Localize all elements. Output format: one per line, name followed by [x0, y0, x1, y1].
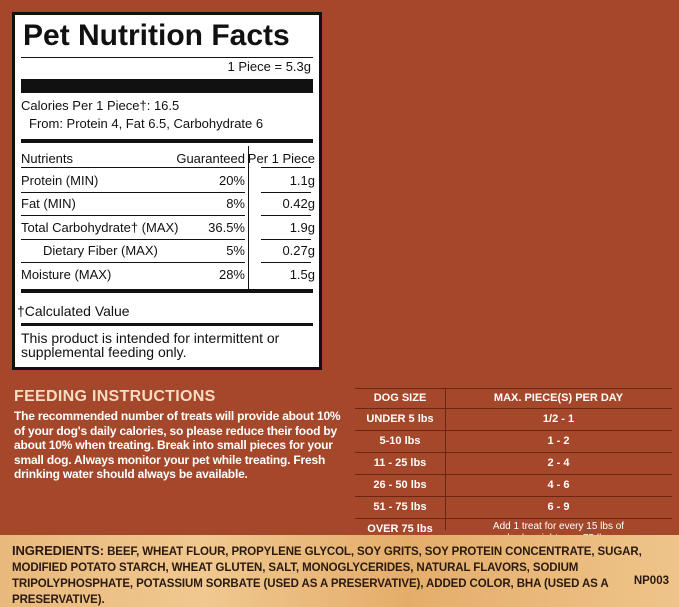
- calories-from: From: Protein 4, Fat 6.5, Carbohydrate 6: [29, 116, 264, 131]
- dog-size: OVER 75 lbs: [367, 523, 433, 535]
- pieces: 2 - 4: [547, 457, 570, 469]
- rule: [261, 215, 311, 217]
- per-piece: 1.5g: [289, 266, 315, 282]
- pieces: 4 - 6: [547, 479, 570, 491]
- thick-rule: [21, 289, 313, 293]
- nutrient-name: Total Carbohydrate† (MAX): [21, 219, 179, 235]
- pieces: 1/2 - 1: [542, 413, 575, 425]
- table-line: [355, 388, 672, 389]
- guaranteed: 28%: [218, 266, 245, 282]
- pieces: 1 - 2: [547, 435, 570, 447]
- per-piece: 0.27g: [282, 243, 315, 259]
- thick-rule: [21, 139, 313, 143]
- dog-size: 5-10 lbs: [379, 435, 421, 447]
- header-guaranteed: Guaranteed: [176, 151, 245, 166]
- table-line: [445, 388, 446, 530]
- dog-size: UNDER 5 lbs: [366, 413, 434, 425]
- pieces: 6 - 9: [547, 501, 570, 513]
- rule: [21, 167, 245, 168]
- ingredients-text: BEEF, WHEAT FLOUR, PROPYLENE GLYCOL, SOY…: [12, 546, 642, 606]
- guaranteed: 5%: [226, 243, 245, 259]
- nutrition-facts-box: Pet Nutrition Facts 1 Piece = 5.3g Calor…: [12, 12, 322, 370]
- nutrient-name: Dietary Fiber (MAX): [43, 243, 158, 259]
- table-line: [355, 452, 672, 453]
- table-line: [355, 518, 672, 519]
- code: NP003: [633, 575, 669, 587]
- nutrient-name: Fat (MIN): [21, 196, 76, 212]
- table-line: [355, 496, 672, 497]
- feeding-table: DOG SIZE MAX. PIECE(S) PER DAY UNDER 5 lbs…: [355, 388, 672, 544]
- rule: [21, 192, 245, 193]
- title: Pet Nutrition Facts: [23, 19, 290, 52]
- header-nutrients: Nutrients: [21, 151, 74, 166]
- table-line: [355, 474, 672, 475]
- dog-size: 51 - 75 lbs: [373, 501, 427, 513]
- rule: [261, 192, 311, 193]
- rule: [21, 57, 313, 58]
- dog-size: 26 - 50 lbs: [373, 479, 427, 491]
- rule: [21, 238, 245, 240]
- guaranteed: 36.5%: [208, 219, 245, 235]
- rule: [21, 262, 245, 264]
- rule: [21, 215, 245, 217]
- dog-size: 11 - 25 lbs: [373, 457, 427, 469]
- feeding-text: The recommended number of treats will pr…: [14, 409, 341, 481]
- nutrient-name: Protein (MIN): [21, 173, 99, 188]
- calories: Calories Per 1 Piece†: 16.5: [21, 98, 180, 113]
- table-line: [355, 430, 672, 431]
- per-piece: 1.9g: [289, 219, 315, 235]
- thick-rule: [21, 79, 313, 93]
- header-per-piece: Per 1 Piece: [247, 151, 315, 166]
- table-line: [355, 408, 672, 409]
- ingredients-label: INGREDIENTS:: [12, 543, 104, 558]
- per-piece: 1.1g: [289, 173, 315, 188]
- feeding-heading: FEEDING INSTRUCTIONS: [14, 388, 216, 405]
- table-header: DOG SIZE: [373, 392, 427, 404]
- serving: 1 Piece = 5.3g: [227, 59, 311, 74]
- ingredients-strip: INGREDIENTS: BEEF, WHEAT FLOUR, PROPYLEN…: [0, 535, 679, 607]
- guaranteed: 8%: [226, 196, 245, 212]
- thick-rule: [21, 323, 313, 326]
- per-piece: 0.42g: [282, 196, 315, 212]
- rule: [261, 238, 311, 240]
- rule: [261, 262, 311, 264]
- column-divider: [248, 146, 249, 291]
- ingredients: INGREDIENTS: BEEF, WHEAT FLOUR, PROPYLEN…: [12, 543, 668, 607]
- guaranteed: 20%: [218, 173, 245, 188]
- note: This product is intended for intermitten…: [21, 330, 280, 360]
- rule: [261, 167, 311, 168]
- table-header: MAX. PIECE(S) PER DAY: [493, 392, 624, 404]
- footnote: †Calculated Value: [17, 303, 130, 319]
- nutrient-name: Moisture (MAX): [21, 266, 112, 282]
